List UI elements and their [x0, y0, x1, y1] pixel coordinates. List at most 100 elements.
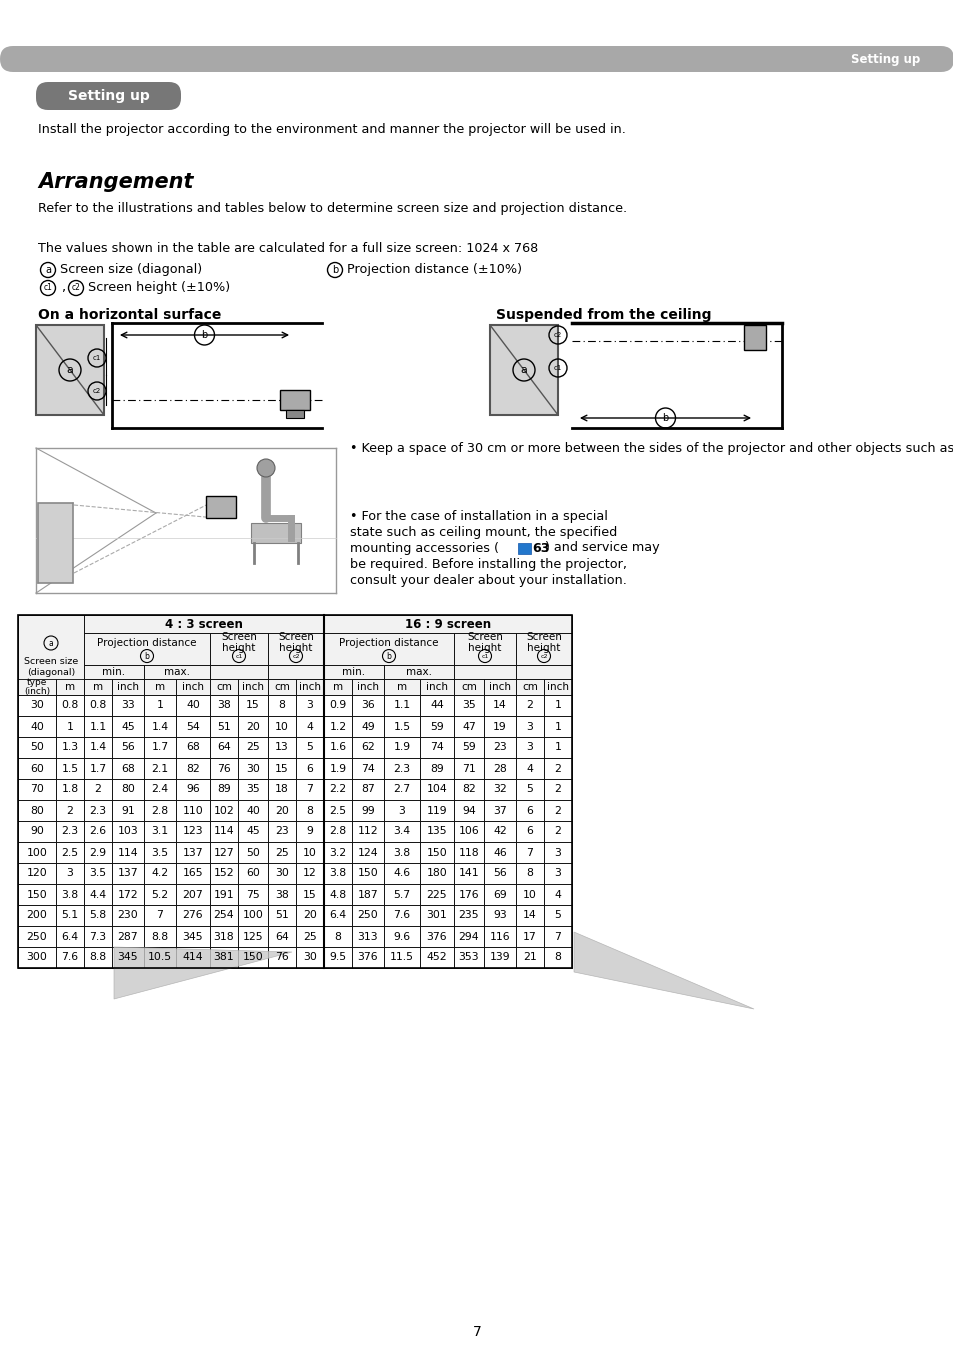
Text: 0.8: 0.8 [90, 701, 107, 710]
Bar [295, 884, 324, 904]
Bar [295, 904, 324, 926]
Bar [175, 926, 210, 946]
Bar [268, 801, 295, 821]
Text: 120: 120 [27, 868, 48, 879]
Text: 49: 49 [361, 721, 375, 732]
Text: 3.8: 3.8 [61, 890, 78, 899]
Text: 2.9: 2.9 [90, 848, 107, 857]
Bar [454, 842, 483, 863]
Bar [237, 842, 268, 863]
Bar [516, 666, 572, 679]
Bar [84, 666, 144, 679]
Text: 2.2: 2.2 [329, 784, 346, 795]
Text: 89: 89 [430, 764, 443, 774]
Text: 0.8: 0.8 [61, 701, 78, 710]
Bar [210, 737, 237, 757]
Text: 11.5: 11.5 [390, 953, 414, 963]
Text: 116: 116 [489, 931, 510, 941]
Bar [324, 633, 454, 666]
Text: 9.5: 9.5 [329, 953, 346, 963]
Bar [295, 757, 324, 779]
Bar [210, 666, 268, 679]
Text: b: b [145, 652, 150, 660]
Bar [18, 716, 56, 737]
Text: 1.8: 1.8 [61, 784, 78, 795]
Bar [112, 926, 144, 946]
Text: 5: 5 [526, 784, 533, 795]
Bar [175, 821, 210, 842]
Bar [237, 737, 268, 757]
Text: 7: 7 [526, 848, 533, 857]
Text: 119: 119 [426, 806, 447, 815]
Text: 8.8: 8.8 [90, 953, 107, 963]
Bar [56, 842, 84, 863]
Text: 33: 33 [121, 701, 134, 710]
Text: inch: inch [298, 682, 320, 693]
Bar [516, 737, 543, 757]
Bar [454, 946, 483, 968]
Bar [56, 716, 84, 737]
Bar [324, 779, 352, 801]
Text: 8: 8 [526, 868, 533, 879]
Text: 8: 8 [335, 931, 341, 941]
Text: c2: c2 [292, 653, 299, 659]
Bar [84, 633, 210, 666]
Polygon shape [113, 946, 292, 999]
Text: 103: 103 [117, 826, 138, 837]
Bar [352, 737, 384, 757]
Text: 1.4: 1.4 [152, 721, 169, 732]
Bar [210, 801, 237, 821]
Bar [56, 884, 84, 904]
Bar [206, 495, 235, 518]
Bar [18, 695, 56, 716]
Bar [454, 884, 483, 904]
Text: 28: 28 [493, 764, 506, 774]
Text: min.: min. [342, 667, 365, 676]
Bar [84, 679, 112, 695]
Text: 345: 345 [117, 953, 138, 963]
FancyBboxPatch shape [0, 46, 953, 72]
Text: 1: 1 [554, 701, 561, 710]
Text: 114: 114 [213, 826, 234, 837]
Text: 3.1: 3.1 [152, 826, 169, 837]
Bar [56, 779, 84, 801]
Text: 32: 32 [493, 784, 506, 795]
Text: 1.1: 1.1 [90, 721, 107, 732]
Bar [543, 842, 572, 863]
Text: 150: 150 [242, 953, 263, 963]
Text: 2.7: 2.7 [393, 784, 410, 795]
Bar [516, 863, 543, 884]
Bar [237, 904, 268, 926]
Bar [352, 801, 384, 821]
Bar [144, 757, 175, 779]
Bar [483, 801, 516, 821]
Bar [516, 842, 543, 863]
Bar [210, 884, 237, 904]
Bar [18, 884, 56, 904]
Text: 3: 3 [526, 743, 533, 752]
Text: c1: c1 [235, 653, 242, 659]
Bar [268, 926, 295, 946]
Text: 45: 45 [121, 721, 134, 732]
Text: 6.4: 6.4 [329, 910, 346, 921]
Text: 2: 2 [554, 784, 561, 795]
Bar [237, 757, 268, 779]
Bar [175, 716, 210, 737]
Bar [419, 842, 454, 863]
Bar [384, 779, 419, 801]
Text: 118: 118 [458, 848, 478, 857]
Text: a: a [520, 364, 527, 375]
Text: c2: c2 [539, 653, 547, 659]
Text: 13: 13 [274, 743, 289, 752]
Bar [454, 716, 483, 737]
Text: 139: 139 [489, 953, 510, 963]
Text: 15: 15 [303, 890, 316, 899]
Bar [454, 695, 483, 716]
Text: 345: 345 [182, 931, 203, 941]
Bar [324, 842, 352, 863]
Bar [18, 842, 56, 863]
Text: 2: 2 [526, 701, 533, 710]
Text: 2.1: 2.1 [152, 764, 169, 774]
Text: 76: 76 [274, 953, 289, 963]
Bar [419, 821, 454, 842]
